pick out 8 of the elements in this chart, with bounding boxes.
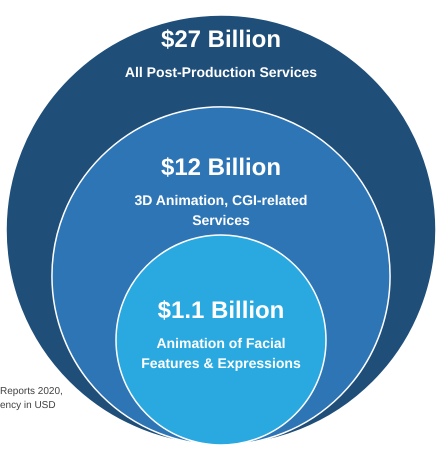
- text: Reports 2020,: [0, 386, 63, 397]
- category-label: 3D Animation, CGI-related Services: [134, 192, 308, 228]
- category-label: All Post-Production Services: [124, 64, 318, 80]
- text: ency in USD: [0, 400, 56, 411]
- category-label: Animation of Facial Features & Expressions: [141, 335, 301, 371]
- data-label: $1.1 Billion: [158, 297, 284, 324]
- data-label: $27 Billion: [160, 26, 282, 53]
- data-label: $12 Billion: [160, 154, 282, 181]
